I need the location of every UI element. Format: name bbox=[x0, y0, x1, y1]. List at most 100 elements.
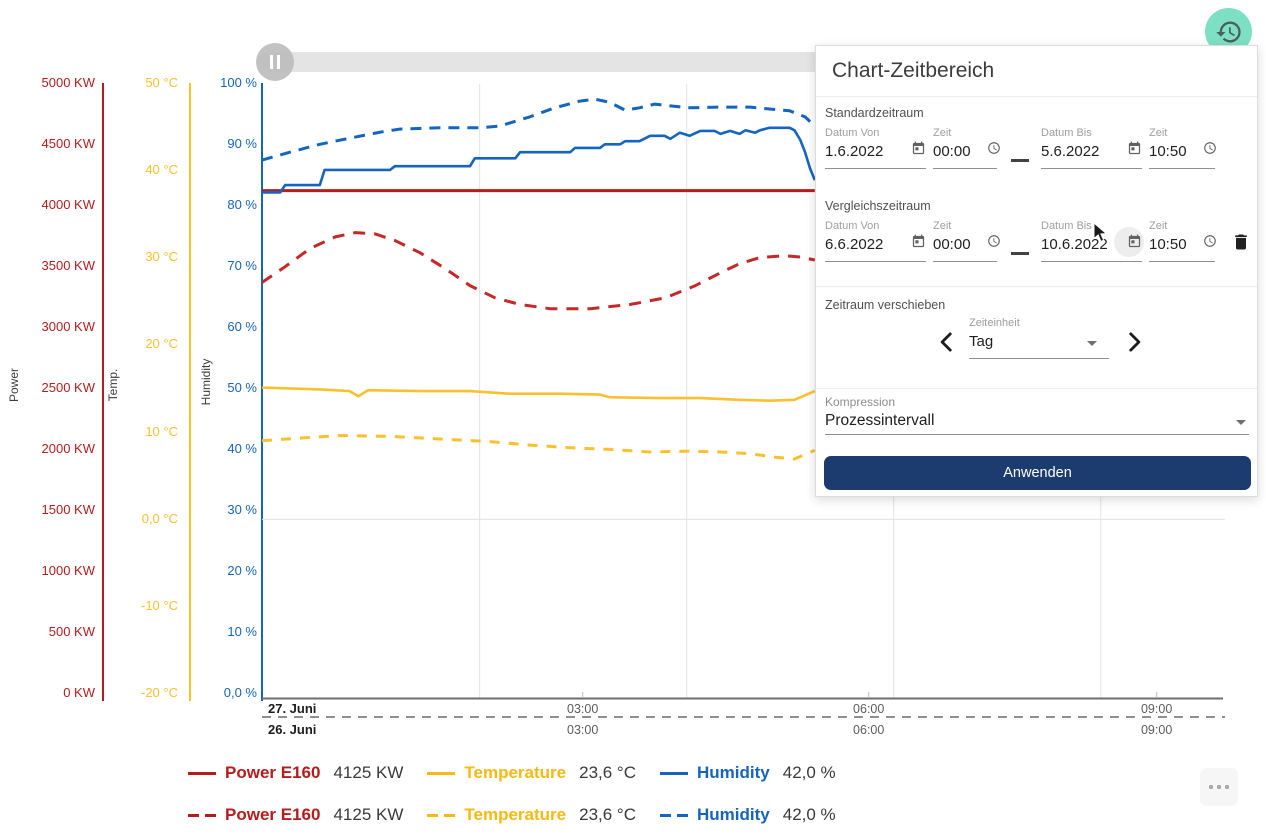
dashed-line-swatch bbox=[188, 813, 216, 817]
legend-label: Temperature bbox=[464, 805, 567, 824]
clock-icon[interactable] bbox=[1203, 234, 1217, 253]
humidity-tick-label: 50 % bbox=[227, 380, 257, 395]
field-label: Datum Bis bbox=[1041, 220, 1092, 232]
temp-tick-label: -10 °C bbox=[141, 597, 178, 613]
humidity-axis-line bbox=[261, 83, 263, 701]
standard-date-to-field[interactable]: Datum Bis 5.6.2022 bbox=[1041, 127, 1142, 169]
legend-item-power-e160[interactable]: Power E160 4125 KW bbox=[188, 763, 403, 783]
power-tick-label: 1500 KW bbox=[41, 502, 95, 517]
shift-back-button[interactable] bbox=[934, 329, 960, 355]
field-value[interactable]: 5.6.2022 bbox=[1041, 143, 1100, 160]
field-label: Datum Von bbox=[825, 127, 880, 139]
temp-tick-label: 10 °C bbox=[145, 423, 178, 439]
humidity-axis-ticks: 100 % 90 % 80 % 70 % 60 % 50 % 40 % 30 % 20 % 10 … bbox=[199, 0, 257, 836]
field-value[interactable]: 10:50 bbox=[1149, 236, 1187, 253]
chart-plot-area[interactable] bbox=[262, 84, 1225, 700]
standard-time-to-field[interactable]: Zeit 10:50 bbox=[1149, 127, 1217, 169]
comparison-date-from-field[interactable]: Datum Von 6.6.2022 bbox=[825, 220, 926, 262]
field-label: Zeit bbox=[1149, 220, 1168, 232]
solid-line-swatch bbox=[188, 771, 216, 775]
field-value[interactable]: 00:00 bbox=[933, 236, 971, 253]
power-tick-label: 0 KW bbox=[63, 685, 95, 700]
legend-label: Power E160 bbox=[225, 763, 321, 782]
kompression-select[interactable]: Prozessintervall bbox=[825, 395, 1249, 435]
calendar-icon[interactable] bbox=[1127, 234, 1142, 254]
field-value[interactable]: 10:50 bbox=[1149, 143, 1187, 160]
temp-tick-label: -20 °C bbox=[141, 685, 178, 700]
legend-value: 23,6 °C bbox=[579, 805, 636, 824]
x-axis-time-label: 09:00 bbox=[1140, 702, 1173, 716]
comparison-date-to-field[interactable]: Datum Bis 10.6.2022 bbox=[1041, 220, 1142, 262]
field-value[interactable]: 6.6.2022 bbox=[825, 236, 884, 253]
legend-value: 42,0 % bbox=[782, 805, 836, 824]
temp-tick-label: 50 °C bbox=[145, 75, 178, 90]
series-humidity bbox=[262, 126, 817, 194]
field-value[interactable]: Prozessintervall bbox=[825, 412, 935, 429]
legend-item-humidity[interactable]: Humidity 42,0 % bbox=[660, 805, 836, 825]
apply-button[interactable]: Anwenden bbox=[824, 456, 1251, 490]
power-tick-label: 2500 KW bbox=[41, 380, 95, 395]
standard-date-from-field[interactable]: Datum Von 1.6.2022 bbox=[825, 127, 926, 169]
chevron-left-icon bbox=[940, 332, 952, 352]
legend-row-solid: Power E160 4125 KW Temperature 23,6 °C Humid… bbox=[188, 760, 860, 786]
trash-icon bbox=[1235, 234, 1247, 250]
temp-tick-label: 40 °C bbox=[145, 162, 178, 178]
field-value[interactable]: Tag bbox=[969, 333, 994, 350]
field-label: Datum Bis bbox=[1041, 127, 1092, 139]
x-axis-time-label: 06:00 bbox=[853, 723, 885, 737]
legend-item-humidity[interactable]: Humidity 42,0 % bbox=[660, 763, 836, 783]
mouse-cursor bbox=[1093, 222, 1108, 243]
chart-range-handle[interactable] bbox=[256, 43, 294, 81]
chevron-down-icon bbox=[1236, 420, 1246, 425]
standard-time-from-field[interactable]: Zeit 00:00 bbox=[933, 127, 1000, 169]
series-humidity-vergleich bbox=[262, 97, 816, 162]
calendar-icon[interactable] bbox=[1127, 141, 1142, 161]
power-tick-label: 1000 KW bbox=[41, 563, 95, 578]
delete-comparison-button[interactable] bbox=[1231, 232, 1251, 255]
clock-icon[interactable] bbox=[1203, 141, 1217, 160]
comparison-time-from-field[interactable]: Zeit 00:00 bbox=[933, 220, 1000, 262]
comparison-time-to-field[interactable]: Zeit 10:50 bbox=[1149, 220, 1217, 262]
legend-item-power-e160[interactable]: Power E160 4125 KW bbox=[188, 805, 403, 825]
solid-line-swatch bbox=[427, 771, 456, 775]
legend-item-temperature[interactable]: Temperature 23,6 °C bbox=[427, 805, 636, 825]
humidity-tick-label: 60 % bbox=[227, 319, 257, 334]
more-options-button[interactable] bbox=[1200, 768, 1238, 806]
temp-axis-ticks: 50 °C 40 °C 30 °C 20 °C 10 °C 0,0 °C -10 °C -20… bbox=[118, 0, 178, 836]
field-value[interactable]: 00:00 bbox=[933, 143, 971, 160]
calendar-icon[interactable] bbox=[911, 141, 926, 161]
standard-section-heading: Standardzeitraum bbox=[825, 106, 924, 120]
x-axis-time-label: 03:00 bbox=[567, 723, 599, 737]
pause-bars-icon bbox=[270, 55, 273, 69]
legend-label: Humidity bbox=[697, 763, 770, 782]
series-power-e160-vergleich bbox=[262, 231, 816, 311]
field-value[interactable]: 1.6.2022 bbox=[825, 143, 884, 160]
humidity-tick-label: 40 % bbox=[227, 441, 257, 456]
legend-value: 4125 KW bbox=[333, 805, 404, 824]
clock-icon[interactable] bbox=[987, 234, 1001, 253]
legend-item-temperature[interactable]: Temperature 23,6 °C bbox=[427, 763, 636, 783]
chart-zeitbereich-dialog: Chart-Zeitbereich Standardzeitraum Datum… bbox=[815, 45, 1258, 497]
legend-label: Humidity bbox=[697, 805, 770, 824]
field-value[interactable]: 10.6.2022 bbox=[1041, 236, 1108, 253]
shift-section-heading: Zeitraum verschieben bbox=[825, 298, 946, 312]
field-label: Zeit bbox=[933, 220, 952, 232]
range-separator bbox=[1011, 159, 1029, 162]
power-tick-label: 5000 KW bbox=[41, 75, 95, 90]
zeiteinheit-select[interactable]: Zeiteinheit Tag bbox=[969, 317, 1109, 359]
power-axis-ticks: 5000 KW 4500 KW 4000 KW 3500 KW 3000 KW 2500 … bbox=[0, 0, 95, 836]
calendar-icon[interactable] bbox=[911, 234, 926, 254]
dashed-line-swatch bbox=[427, 813, 456, 817]
humidity-tick-label: 70 % bbox=[227, 258, 257, 273]
power-tick-label: 2000 KW bbox=[41, 441, 95, 456]
shift-forward-button[interactable] bbox=[1121, 329, 1147, 355]
chevron-right-icon bbox=[1129, 332, 1141, 352]
dashed-line-swatch bbox=[660, 813, 688, 817]
power-tick-label: 4500 KW bbox=[41, 136, 95, 151]
humidity-tick-label: 80 % bbox=[227, 197, 257, 212]
x-axis-time-label: 03:00 bbox=[567, 702, 599, 716]
divider bbox=[816, 96, 1257, 97]
divider bbox=[816, 286, 1257, 287]
clock-icon[interactable] bbox=[987, 141, 1001, 160]
field-label: Datum Von bbox=[825, 220, 880, 232]
